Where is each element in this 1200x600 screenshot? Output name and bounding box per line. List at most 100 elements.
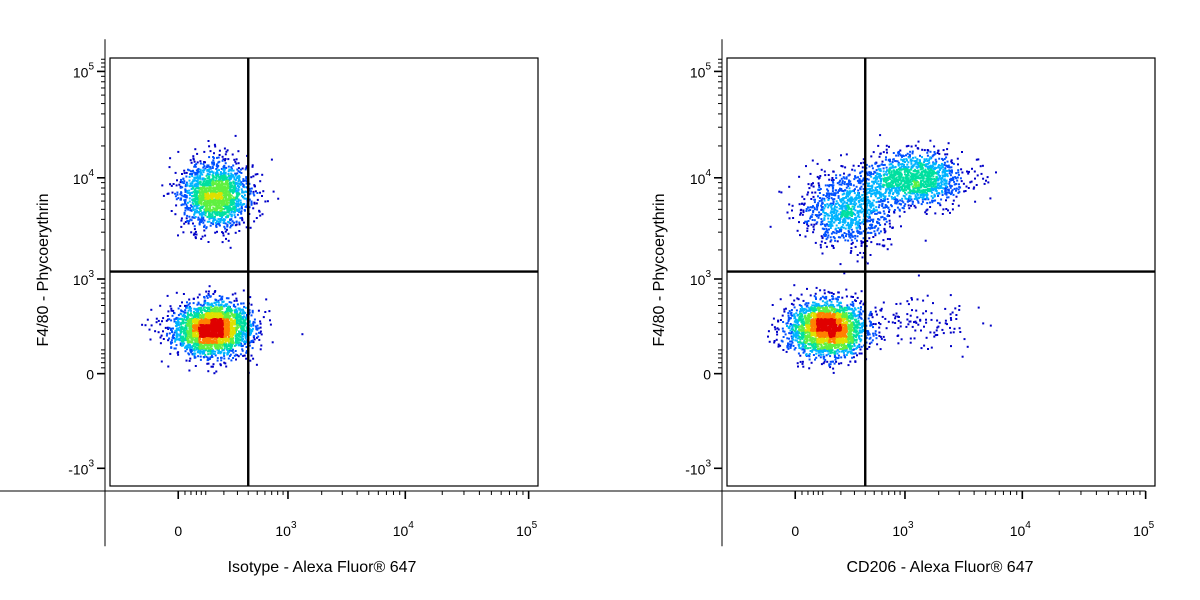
- event-dot: [227, 211, 230, 214]
- event-dot: [860, 290, 863, 293]
- event-dot: [264, 200, 267, 203]
- event-dot: [187, 303, 190, 306]
- event-dot: [241, 191, 244, 194]
- event-dot: [194, 318, 196, 320]
- event-dot: [222, 194, 225, 197]
- event-dot: [911, 298, 913, 301]
- event-dot: [211, 167, 214, 169]
- event-dot: [957, 173, 960, 176]
- event-dot: [227, 357, 230, 360]
- event-dot: [203, 219, 206, 222]
- event-dot: [251, 311, 254, 314]
- event-dot: [228, 177, 231, 180]
- event-dot: [185, 328, 188, 331]
- event-dot: [807, 191, 810, 194]
- event-dot: [212, 159, 215, 162]
- event-dot: [878, 335, 881, 337]
- event-dot: [182, 293, 185, 295]
- event-dot: [168, 318, 171, 321]
- event-dot: [216, 220, 218, 223]
- event-dot: [236, 213, 239, 216]
- event-dot: [202, 319, 205, 322]
- event-dot: [923, 325, 925, 328]
- event-dot: [236, 168, 239, 171]
- event-dot: [217, 193, 220, 196]
- event-dot: [801, 213, 804, 216]
- event-dot: [191, 341, 193, 344]
- event-dot: [236, 192, 239, 195]
- y-tick-label: 104: [73, 168, 95, 187]
- event-dot: [878, 155, 881, 158]
- event-dot: [252, 320, 255, 323]
- event-dot: [942, 208, 945, 211]
- event-dot: [226, 149, 229, 152]
- event-dot: [257, 309, 260, 312]
- event-dot: [209, 334, 212, 337]
- event-dot: [955, 187, 958, 190]
- event-dot: [210, 310, 213, 313]
- event-dot: [193, 228, 196, 231]
- event-dot: [190, 188, 193, 190]
- event-dot: [927, 149, 930, 152]
- event-dot: [953, 327, 956, 330]
- event-dots: [141, 134, 304, 375]
- event-dot: [211, 343, 214, 346]
- event-dot: [197, 343, 200, 345]
- event-dot: [209, 203, 212, 206]
- event-dot: [165, 334, 168, 337]
- event-dot: [952, 331, 955, 334]
- event-dot: [210, 318, 213, 321]
- event-dot: [204, 299, 207, 302]
- event-dot: [245, 190, 248, 193]
- event-dot: [786, 211, 789, 214]
- event-dot: [189, 192, 192, 195]
- event-dot: [812, 195, 815, 198]
- event-dot: [779, 344, 782, 347]
- event-dot: [171, 314, 174, 317]
- event-dot: [823, 360, 826, 363]
- event-dot: [802, 299, 805, 302]
- event-dot: [206, 203, 209, 206]
- event-dot: [234, 181, 236, 184]
- event-dot: [222, 202, 225, 205]
- event-dot: [210, 344, 212, 347]
- event-dot: [211, 197, 213, 200]
- event-dot: [214, 212, 217, 215]
- event-dot: [207, 370, 210, 373]
- event-dot: [191, 191, 194, 194]
- event-dot: [241, 167, 244, 170]
- event-dot: [206, 177, 209, 180]
- event-dot: [803, 203, 805, 206]
- event-dot: [921, 148, 924, 151]
- event-dot: [232, 351, 235, 354]
- event-dot: [193, 193, 196, 196]
- event-dot: [196, 303, 199, 306]
- event-dot: [221, 338, 224, 341]
- event-dot: [188, 332, 191, 335]
- event-dot: [189, 182, 192, 185]
- event-dot: [180, 335, 183, 338]
- event-dot: [166, 294, 169, 297]
- event-dot: [220, 307, 222, 310]
- y-tick-label: 105: [73, 61, 95, 80]
- event-dot: [208, 186, 211, 189]
- event-dot: [199, 177, 202, 180]
- event-dot: [174, 195, 177, 198]
- event-dot: [879, 152, 882, 155]
- event-dot: [868, 165, 871, 168]
- event-dot: [227, 324, 230, 327]
- event-dot: [174, 317, 177, 320]
- event-dot: [818, 189, 821, 191]
- event-dot: [253, 220, 256, 223]
- event-dot: [922, 299, 925, 302]
- event-dot: [202, 216, 205, 219]
- event-dot: [199, 343, 202, 346]
- event-dot: [945, 199, 947, 202]
- event-dot: [167, 365, 170, 368]
- event-dot: [202, 307, 205, 310]
- event-dot: [181, 344, 184, 347]
- event-dot: [870, 241, 873, 244]
- event-dot: [194, 324, 197, 327]
- event-dot: [204, 336, 207, 339]
- event-dot: [236, 303, 239, 306]
